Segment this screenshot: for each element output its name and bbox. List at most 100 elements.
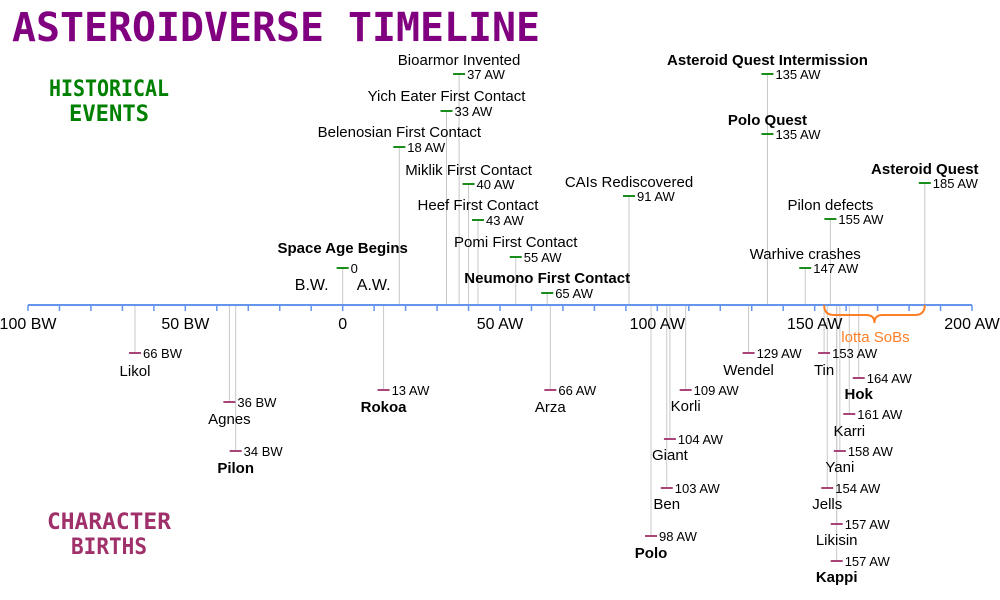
axis-tick-label: 50 AW [477,316,524,333]
axis-tick-label: 0 [338,316,347,333]
historical-label-line-2: EVENTS [69,102,149,127]
axis-tick-label: 150 AW [787,316,843,333]
birth-year: 66 AW [558,383,597,398]
event-name: Polo Quest [728,112,807,129]
births-label-line-1: CHARACTER [47,510,172,535]
event-name: Asteroid Quest Intermission [667,52,868,69]
birth-item: 66 BW Likol [120,346,183,380]
event-name: Pomi First Contact [454,234,578,251]
character-births-label: CHARACTER BIRTHS [47,510,172,560]
event-name: Bioarmor Invented [398,52,521,69]
birth-year: 153 AW [832,346,878,361]
event-year: 37 AW [467,67,506,82]
birth-name: Wendel [723,362,774,379]
event-name: Yich Eater First Contact [368,88,527,105]
event-year: 43 AW [486,213,525,228]
birth-year: 129 AW [757,346,803,361]
birth-name: Arza [535,399,567,416]
event-year: 135 AW [775,67,821,82]
birth-year: 154 AW [835,481,881,496]
birth-year: 109 AW [694,383,740,398]
birth-year: 157 AW [845,517,891,532]
event-name: Pilon defects [787,197,873,214]
historical-label-line-1: HISTORICAL [49,77,169,102]
birth-name: Rokoa [361,399,408,416]
birth-name: Likisin [816,532,858,549]
event-year: 40 AW [477,177,516,192]
event-name: Asteroid Quest [871,161,979,178]
event-name: Neumono First Contact [464,270,630,287]
event-name: Heef First Contact [418,197,540,214]
birth-name: Polo [635,545,668,562]
birth-name: Agnes [208,411,251,428]
birth-year: 158 AW [848,444,894,459]
event-year: 0 [351,261,358,276]
birth-year: 157 AW [845,554,891,569]
event-year: 147 AW [813,261,859,276]
event-year: 18 AW [407,140,446,155]
event-year: 185 AW [933,176,979,191]
births-label-line-2: BIRTHS [71,535,147,560]
axis-tick-label: 100 AW [630,316,686,333]
birth-name: Jells [812,496,842,513]
birth-year: 104 AW [678,432,724,447]
event-year: 55 AW [524,250,563,265]
event-year: 91 AW [637,189,676,204]
birth-name: Ben [653,496,680,513]
event-item: 0 Space Age Begins [278,240,408,276]
birth-year: 103 AW [675,481,721,496]
birth-name: Tin [814,362,834,379]
event-year: 155 AW [838,212,884,227]
event-year: 33 AW [455,104,494,119]
guide-lines [134,74,926,561]
birth-name: Likol [120,363,151,380]
event-name: CAIs Rediscovered [565,174,693,191]
birth-year: 13 AW [392,383,431,398]
event-name: Miklik First Contact [405,162,533,179]
historical-events-label: HISTORICAL EVENTS [49,77,169,127]
event-name: Belenosian First Contact [318,124,482,141]
birth-name: Yani [825,459,854,476]
axis-tick-label: 100 BW [0,316,57,333]
axis-tick-label: 200 AW [944,316,1000,333]
brace-shape [823,304,926,324]
axis-tick-label: 50 BW [161,316,210,333]
birth-name: Pilon [217,460,254,477]
timeline-title: ASTEROIDVERSE TIMELINE [12,5,540,51]
birth-year: 34 BW [244,444,284,459]
birth-name: Korli [671,398,701,415]
event-name: Warhive crashes [750,246,861,263]
birth-year: 164 AW [867,371,913,386]
birth-year: 161 AW [857,407,903,422]
birth-year: 36 BW [237,395,277,410]
event-name: Space Age Begins [278,240,408,257]
birth-year: 98 AW [659,529,698,544]
birth-name: Karri [833,423,865,440]
aw-label: A.W. [357,277,391,294]
